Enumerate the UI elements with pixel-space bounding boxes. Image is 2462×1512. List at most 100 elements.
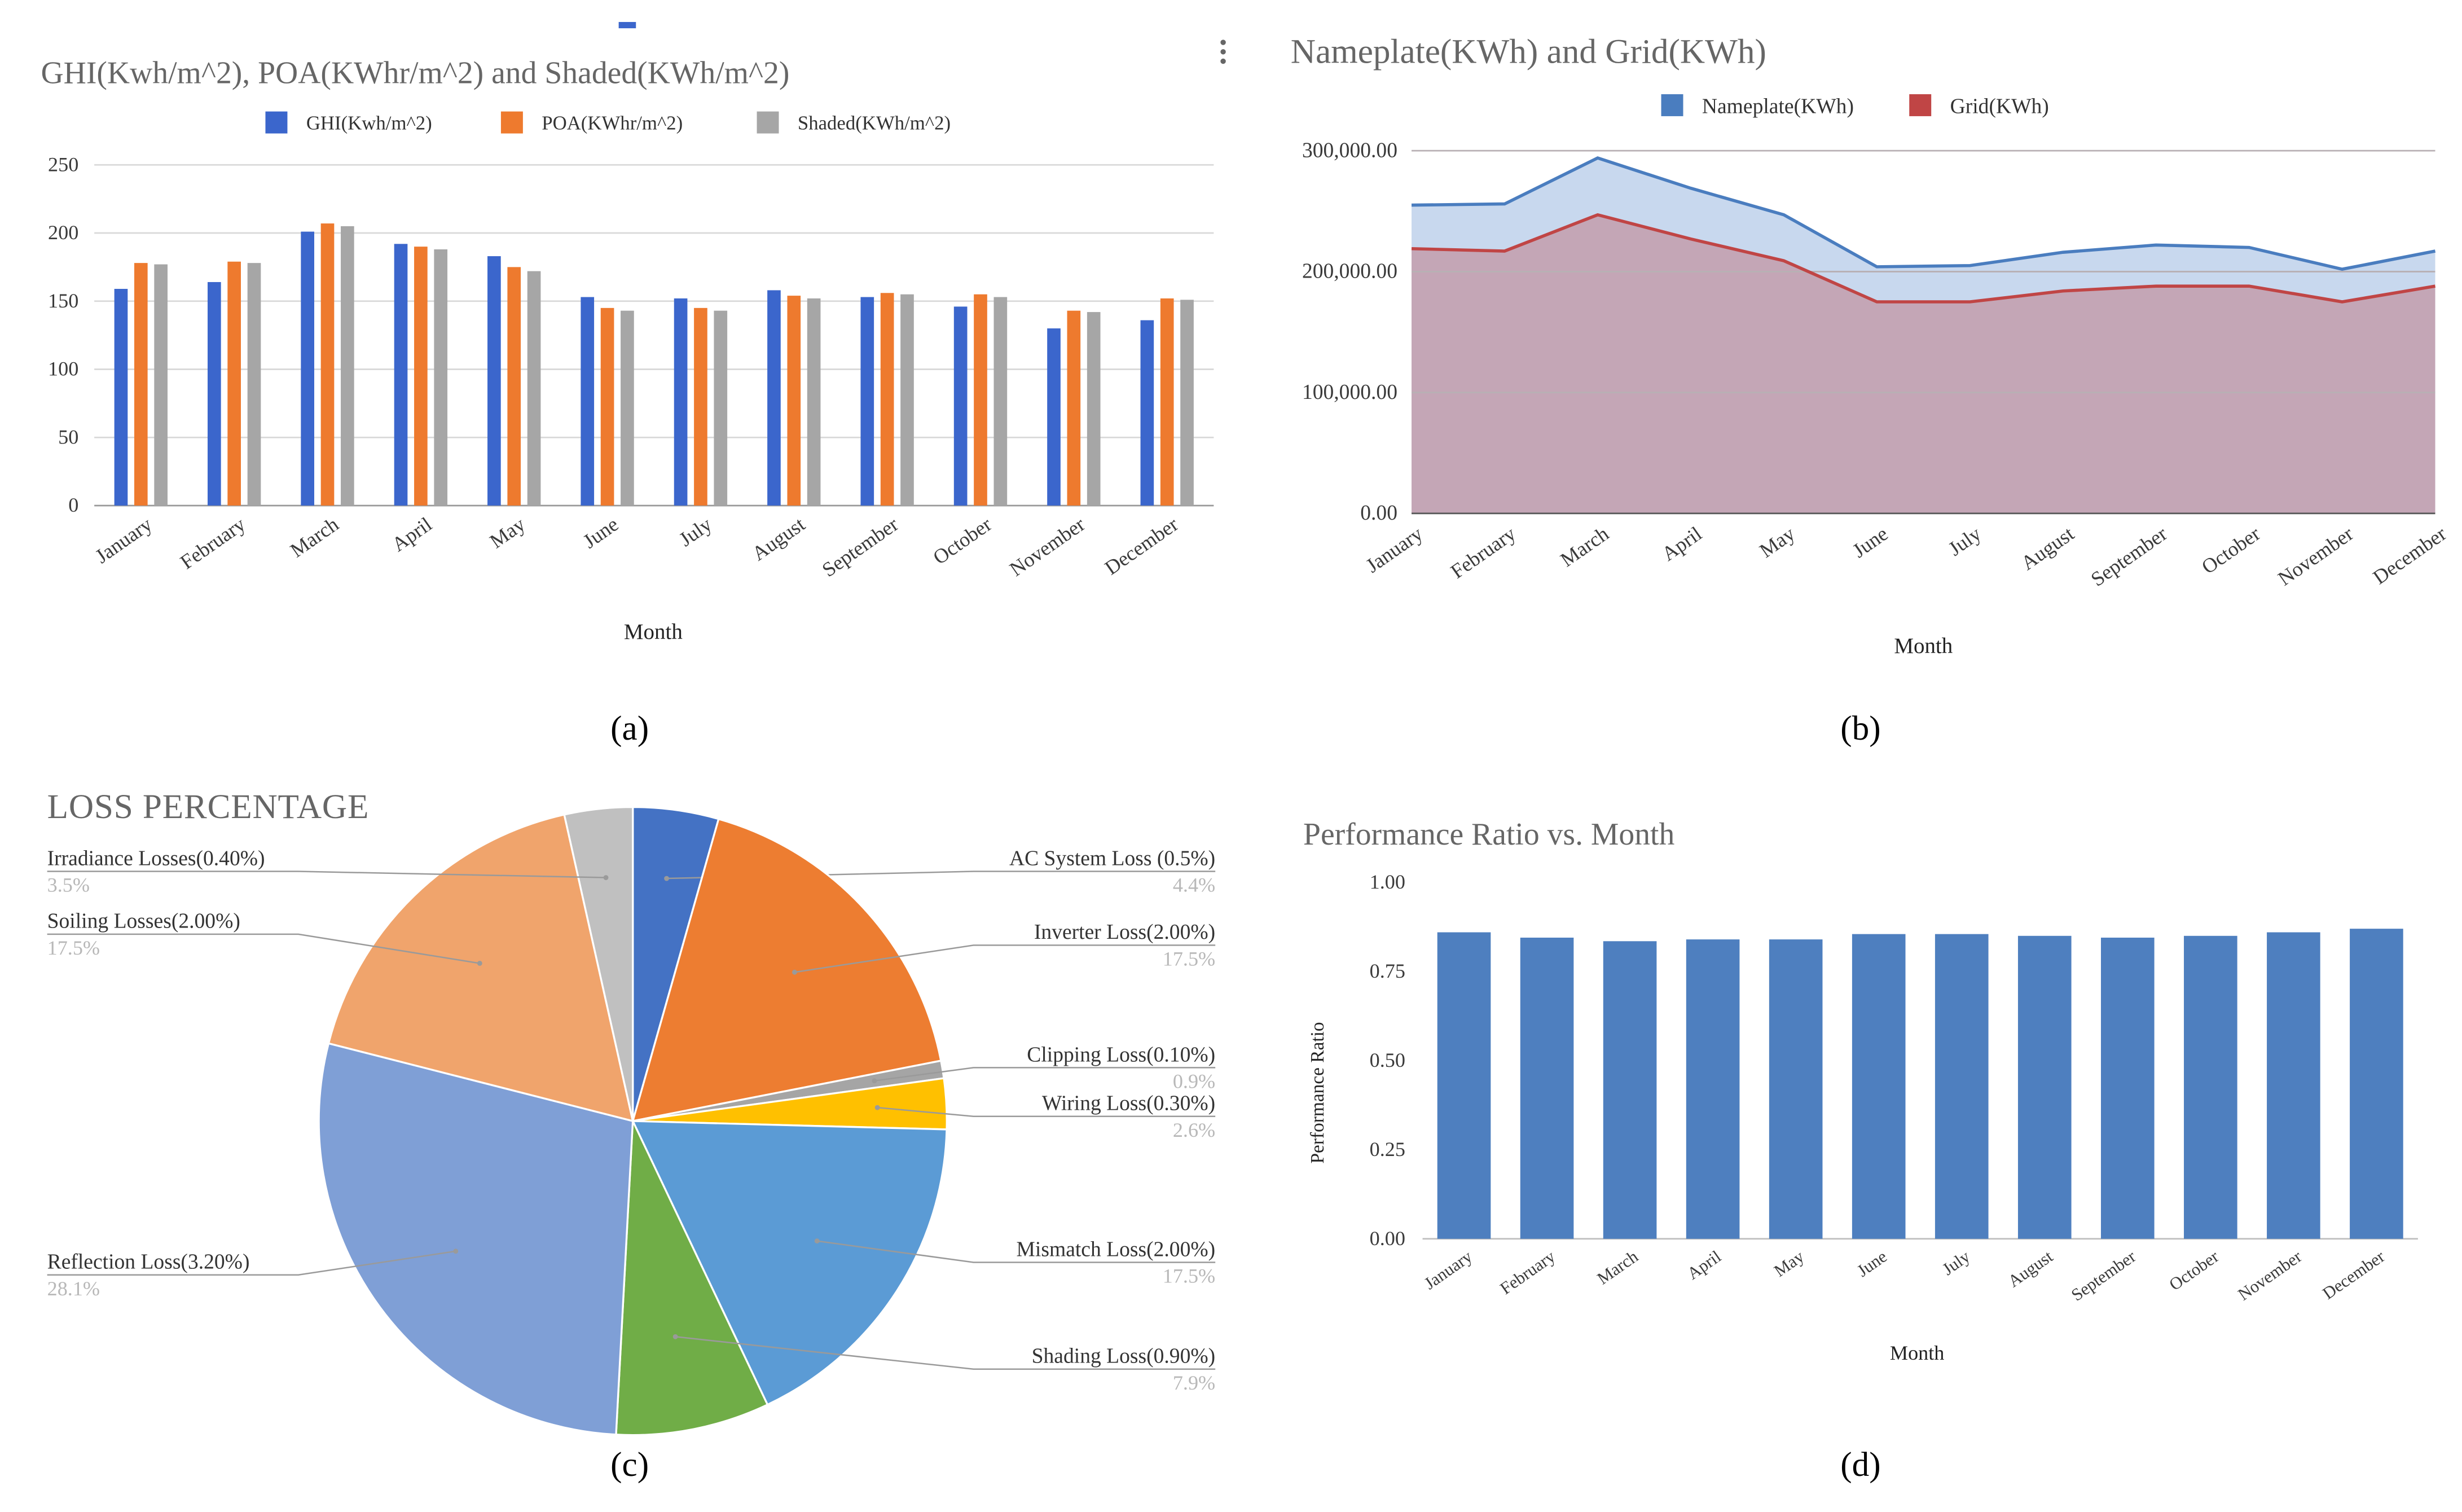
panel-a-ghi-poa-shaded-chart: GHI(Kwh/m^2), POA(KWhr/m^2) and Shaded(K… <box>41 21 1226 644</box>
caption-d: (d) <box>1840 1445 1880 1484</box>
y-tick-label: 150 <box>48 289 78 312</box>
x-axis-title: Month <box>1894 634 1953 658</box>
bar-performance-ratio-august <box>2017 935 2072 1239</box>
leader-line <box>47 871 606 878</box>
bar-shaded-kwh-m-2-december <box>1180 300 1194 506</box>
y-tick-label: 0.25 <box>1370 1138 1405 1161</box>
legend-swatch-shaded-kwh-m-2 <box>757 111 779 134</box>
leader-line <box>874 1067 1216 1082</box>
y-tick-label: 100 <box>48 358 78 380</box>
bar-ghi-kwh-m-2-april <box>394 244 408 506</box>
bar-performance-ratio-january <box>1437 932 1491 1239</box>
pie-label: Shading Loss(0.90%) <box>1032 1345 1216 1368</box>
y-tick-label: 200 <box>48 221 78 244</box>
pie-percentage: 7.9% <box>1173 1372 1215 1394</box>
y-tick-label: 50 <box>58 425 78 448</box>
bar-ghi-kwh-m-2-january <box>114 289 128 506</box>
bar-ghi-kwh-m-2-august <box>767 290 781 506</box>
leader-line <box>877 1106 1216 1117</box>
pie-label: Irradiance Losses(0.40%) <box>47 847 265 870</box>
y-tick-label: 0.75 <box>1370 960 1405 982</box>
pie-slice-mismatch-loss-2-00 <box>631 1120 948 1406</box>
caption-b: (b) <box>1840 709 1880 748</box>
leader-line <box>47 933 480 964</box>
y-tick-label: 0.00 <box>1370 1227 1405 1250</box>
chart-title: LOSS PERCENTAGE <box>47 788 370 826</box>
bar-poa-kwhr-m-2-november <box>1067 310 1081 506</box>
pie-label: Reflection Loss(3.20%) <box>47 1251 250 1274</box>
legend-label-shaded-kwh-m-2: Shaded(KWh/m^2) <box>798 112 951 134</box>
pie-percentage: 2.6% <box>1173 1119 1215 1141</box>
bar-performance-ratio-february <box>1520 937 1574 1239</box>
bar-ghi-kwh-m-2-september <box>860 297 874 506</box>
bar-ghi-kwh-m-2-december <box>1140 320 1154 506</box>
caption-a: (a) <box>610 709 649 748</box>
bar-poa-kwhr-m-2-may <box>507 267 521 506</box>
bar-poa-kwhr-m-2-march <box>320 223 335 506</box>
leader-line <box>675 1336 1216 1370</box>
leader-dot <box>792 969 797 975</box>
bar-poa-kwhr-m-2-february <box>227 261 241 506</box>
bar-shaded-kwh-m-2-june <box>621 310 634 506</box>
bar-performance-ratio-october <box>2184 935 2237 1239</box>
bar-shaded-kwh-m-2-may <box>527 271 541 506</box>
leader-line <box>794 944 1216 973</box>
line-nameplate <box>1412 156 2436 271</box>
bar-ghi-kwh-m-2-july <box>674 298 688 506</box>
legend-label-grid-kwh: Grid(KWh) <box>1950 95 2049 118</box>
bar-shaded-kwh-m-2-august <box>807 298 821 506</box>
pie-label: Inverter Loss(2.00%) <box>1034 921 1215 944</box>
y-tick-label: 0.00 <box>1360 502 1397 525</box>
panel-c-loss-percentage-pie: LOSS PERCENTAGE AC System Loss (0.5%) 4.4%… <box>47 788 1216 1436</box>
pie-slice-shading-loss-0-90 <box>615 1120 769 1436</box>
bar-poa-kwhr-m-2-october <box>974 294 987 506</box>
bar-ghi-kwh-m-2-june <box>581 297 595 506</box>
y-axis-title: Performance Ratio <box>1307 1022 1328 1163</box>
pie-slice-reflection-loss-3-20 <box>318 1042 634 1436</box>
bar-performance-ratio-april <box>1686 939 1740 1239</box>
bar-performance-ratio-june <box>1852 934 1906 1239</box>
y-tick-label: 200,000.00 <box>1302 260 1397 283</box>
pie-slice-inverter-loss-2-00 <box>631 817 942 1123</box>
kebab-menu-icon[interactable] <box>1220 39 1226 64</box>
chart-title: Performance Ratio vs. Month <box>1303 817 1674 852</box>
leader-dot <box>477 961 482 966</box>
pie-percentage: 17.5% <box>1163 948 1215 970</box>
bar-ghi-kwh-m-2-february <box>207 282 221 506</box>
chart-title: GHI(Kwh/m^2), POA(KWhr/m^2) and Shaded(K… <box>41 55 790 90</box>
legend-label-ghi-kwh-m-2: GHI(Kwh/m^2) <box>306 112 432 134</box>
pie-percentage: 17.5% <box>47 937 100 959</box>
pie-slice-irradiance-losses-0-40 <box>563 806 634 1122</box>
blue-tab-marker <box>618 21 636 29</box>
pie-label: Wiring Loss(0.30%) <box>1042 1092 1215 1115</box>
bar-shaded-kwh-m-2-october <box>993 297 1008 506</box>
bar-shaded-kwh-m-2-november <box>1087 312 1101 506</box>
legend-label-poa-kwhr-m-2: POA(KWhr/m^2) <box>542 112 683 134</box>
bar-performance-ratio-december <box>2350 929 2403 1239</box>
y-tick-label: 100,000.00 <box>1302 381 1397 404</box>
pie-label: AC System Loss (0.5%) <box>1009 847 1215 870</box>
chart-title: Nameplate(KWh) and Grid(KWh) <box>1291 32 1766 71</box>
bar-ghi-kwh-m-2-november <box>1047 328 1061 506</box>
legend-swatch-grid-kwh <box>1909 94 1932 116</box>
pie-label: Clipping Loss(0.10%) <box>1027 1043 1215 1066</box>
y-tick-label: 250 <box>48 153 78 175</box>
bar-shaded-kwh-m-2-april <box>434 249 448 506</box>
bar-performance-ratio-july <box>1935 934 1989 1239</box>
bar-performance-ratio-november <box>2267 932 2320 1239</box>
bar-poa-kwhr-m-2-august <box>787 296 801 506</box>
x-axis-title: Month <box>1890 1342 1944 1364</box>
pie-percentage: 0.9% <box>1173 1070 1215 1093</box>
bar-poa-kwhr-m-2-september <box>880 293 894 506</box>
pie-label: Soiling Losses(2.00%) <box>47 910 240 933</box>
leader-line <box>817 1240 1216 1263</box>
line-grid <box>1411 213 2436 304</box>
pie-percentage: 28.1% <box>47 1277 100 1300</box>
bar-poa-kwhr-m-2-january <box>134 263 148 506</box>
legend-swatch-poa-kwhr-m-2 <box>500 111 523 134</box>
bar-poa-kwhr-m-2-june <box>600 307 614 506</box>
y-tick-label: 300,000.00 <box>1302 139 1397 162</box>
area-grid <box>1412 214 2435 514</box>
leader-line <box>47 1250 456 1276</box>
